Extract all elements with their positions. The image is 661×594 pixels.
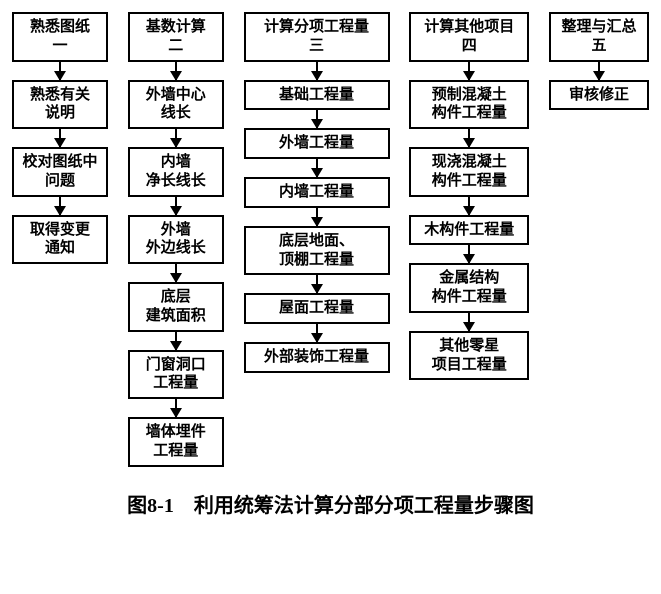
arrow-down-icon (468, 313, 470, 331)
arrow-down-icon (468, 129, 470, 147)
flow-node: 外部装饰工程量 (244, 342, 390, 373)
arrow-down-icon (316, 324, 318, 342)
flow-column-col2: 基数计算 二外墙中心 线长内墙 净长线长外墙 外边线长底层 建筑面积门窗洞口 工… (128, 12, 224, 467)
arrow-down-icon (59, 129, 61, 147)
arrow-down-icon (175, 399, 177, 417)
flow-node: 外墙工程量 (244, 128, 390, 159)
flow-node: 金属结构 构件工程量 (409, 263, 529, 313)
arrow-down-icon (598, 62, 600, 80)
arrow-down-icon (468, 62, 470, 80)
arrow-down-icon (316, 275, 318, 293)
flow-column-col4: 计算其他项目 四预制混凝土 构件工程量现浇混凝土 构件工程量木构件工程量金属结构… (409, 12, 529, 380)
flow-node: 基数计算 二 (128, 12, 224, 62)
flow-node: 内墙工程量 (244, 177, 390, 208)
arrow-down-icon (175, 332, 177, 350)
arrow-down-icon (175, 264, 177, 282)
flow-node: 校对图纸中 问题 (12, 147, 108, 197)
figure-caption: 图8-1 利用统筹法计算分部分项工程量步骤图 (12, 489, 649, 518)
flow-node: 计算分项工程量 三 (244, 12, 390, 62)
flow-node: 墙体埋件 工程量 (128, 417, 224, 467)
flow-node: 木构件工程量 (409, 215, 529, 246)
flow-node: 外墙中心 线长 (128, 80, 224, 130)
arrow-down-icon (468, 245, 470, 263)
arrow-down-icon (316, 62, 318, 80)
arrow-down-icon (316, 110, 318, 128)
arrow-down-icon (59, 197, 61, 215)
arrow-down-icon (468, 197, 470, 215)
arrow-down-icon (175, 129, 177, 147)
flow-node: 屋面工程量 (244, 293, 390, 324)
flow-node: 熟悉图纸 一 (12, 12, 108, 62)
flowchart: 熟悉图纸 一熟悉有关 说明校对图纸中 问题取得变更 通知基数计算 二外墙中心 线… (12, 12, 649, 467)
flow-node: 计算其他项目 四 (409, 12, 529, 62)
flow-node: 基础工程量 (244, 80, 390, 111)
flow-node: 取得变更 通知 (12, 215, 108, 265)
flow-node: 底层地面、 顶棚工程量 (244, 226, 390, 276)
flow-node: 预制混凝土 构件工程量 (409, 80, 529, 130)
flow-column-col3: 计算分项工程量 三基础工程量外墙工程量内墙工程量底层地面、 顶棚工程量屋面工程量… (244, 12, 390, 373)
flow-node: 其他零星 项目工程量 (409, 331, 529, 381)
arrow-down-icon (59, 62, 61, 80)
flow-node: 现浇混凝土 构件工程量 (409, 147, 529, 197)
flow-node: 整理与汇总 五 (549, 12, 649, 62)
arrow-down-icon (316, 208, 318, 226)
flow-node: 外墙 外边线长 (128, 215, 224, 265)
flow-column-col5: 整理与汇总 五审核修正 (549, 12, 649, 110)
flow-node: 内墙 净长线长 (128, 147, 224, 197)
flow-column-col1: 熟悉图纸 一熟悉有关 说明校对图纸中 问题取得变更 通知 (12, 12, 108, 264)
flow-node: 审核修正 (549, 80, 649, 111)
flow-node: 底层 建筑面积 (128, 282, 224, 332)
flow-node: 熟悉有关 说明 (12, 80, 108, 130)
flow-node: 门窗洞口 工程量 (128, 350, 224, 400)
arrow-down-icon (175, 197, 177, 215)
arrow-down-icon (175, 62, 177, 80)
arrow-down-icon (316, 159, 318, 177)
